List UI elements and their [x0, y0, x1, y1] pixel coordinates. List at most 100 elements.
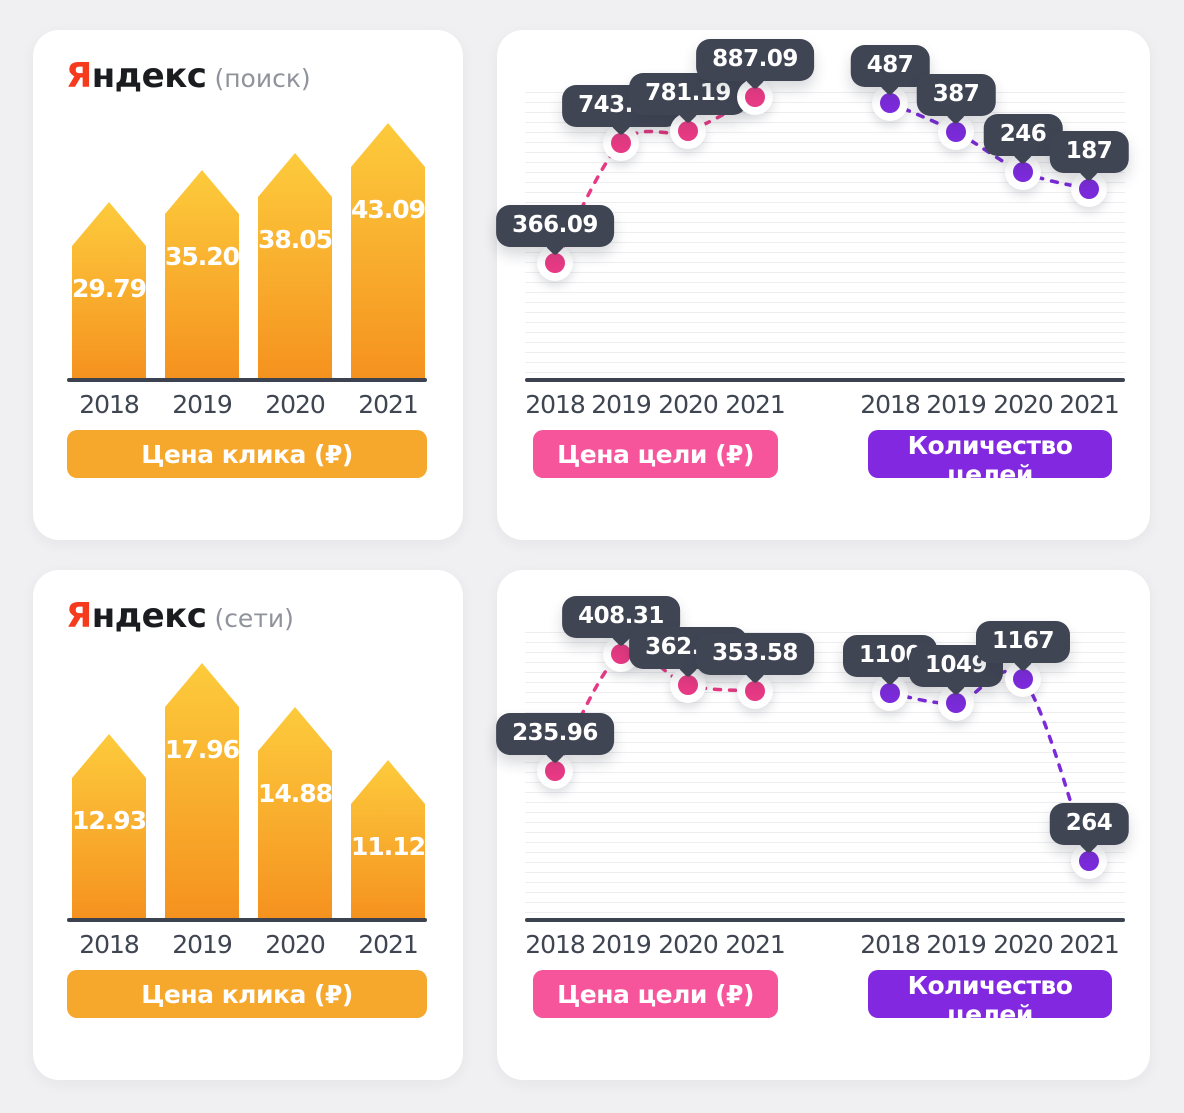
axis-label-year: 2019 [926, 930, 987, 959]
axis-label-year: 2018 [525, 930, 586, 959]
axis-label-year: 2021 [1059, 930, 1120, 959]
value-tooltip: 353.58 [696, 633, 814, 684]
data-point-halo [1005, 661, 1041, 697]
x-axis-labels: 2018 2019 2020 2021 [72, 390, 426, 419]
card-yandex-network-goals: 235.96 408.31 362.32 353.58 1100 1049 1167 264 … [496, 570, 1150, 1080]
value-tooltip: 408.31 [562, 596, 680, 647]
value-tooltip: 887.09 [696, 39, 814, 90]
x-axis-line [525, 378, 1125, 382]
axis-label-year: 2019 [172, 390, 233, 419]
axis-label-year: 2020 [993, 930, 1054, 959]
card-yandex-search-clicks: Яндекс (поиск) 29.79 35.20 38.05 43.09 2018 2… [33, 30, 463, 540]
value-tooltip: 487 [850, 45, 930, 96]
axis-label-year: 2018 [525, 390, 586, 419]
bar-value-label: 12.93 [71, 806, 147, 835]
data-point-halo [938, 114, 974, 150]
bar-value-label: 29.79 [71, 274, 147, 303]
bar-2019: 17.96 [165, 663, 239, 918]
line-chart: 366.09 743.63 781.19 887.09 487 387 246 187 [496, 39, 1129, 378]
bar-chart: 12.93 17.96 14.88 11.12 [72, 656, 426, 918]
axis-label-year: 2018 [79, 390, 140, 419]
yandex-logo-rest: ндекс [91, 596, 207, 636]
axis-label-year: 2019 [172, 930, 233, 959]
bar-value-label: 11.12 [350, 832, 426, 861]
axis-label-year: 2020 [658, 930, 719, 959]
data-point [946, 122, 966, 142]
line-chart-svg [553, 649, 1091, 863]
data-point [745, 681, 765, 701]
axis-label-year: 2020 [265, 390, 326, 419]
line-series-path [888, 669, 1091, 863]
bar-value-label: 35.20 [164, 242, 240, 271]
line-series-path [553, 95, 757, 265]
x-axis-line [525, 918, 1125, 922]
bar-2020: 14.88 [258, 707, 332, 918]
bar-2021: 43.09 [351, 123, 425, 378]
axis-label-year: 2019 [591, 390, 652, 419]
data-point [611, 133, 631, 153]
bar-2018: 12.93 [72, 734, 146, 918]
legend-cost-per-click[interactable]: Цена клика (₽) [67, 970, 427, 1018]
bar-2021: 11.12 [351, 760, 425, 918]
yandex-logo-initial: Я [66, 596, 92, 636]
data-point [678, 675, 698, 695]
x-axis-labels: 2018 2019 2020 2021 2018 2019 2020 2021 [525, 390, 1125, 422]
axis-label-year: 2019 [591, 930, 652, 959]
data-point [745, 87, 765, 107]
card-title: Яндекс (поиск) [66, 56, 311, 96]
legend-goal-count[interactable]: Количество целей [868, 970, 1112, 1029]
value-tooltip: 1167 [975, 621, 1071, 672]
bar-2019: 35.20 [165, 170, 239, 378]
bar-value-label: 14.88 [257, 779, 333, 808]
bar-2018: 29.79 [72, 202, 146, 378]
line-chart: 235.96 408.31 362.32 353.58 1100 1049 1167 264 [496, 596, 1129, 918]
data-point [545, 253, 565, 273]
line-series-path [553, 649, 757, 773]
value-tooltip: 387 [916, 74, 996, 125]
legend-cost-per-goal[interactable]: Цена цели (₽) [533, 970, 778, 1018]
data-point [880, 683, 900, 703]
value-tooltip: 235.96 [496, 713, 614, 764]
value-tooltip: 781.19 [629, 73, 747, 124]
data-point [678, 121, 698, 141]
bar-value-label: 17.96 [164, 735, 240, 764]
axis-label-year: 2020 [265, 930, 326, 959]
data-point [946, 693, 966, 713]
card-scope-label: (поиск) [214, 64, 311, 93]
axis-label-year: 2021 [358, 930, 419, 959]
bar-chart: 29.79 35.20 38.05 43.09 [72, 116, 426, 378]
axis-label-year: 2018 [860, 930, 921, 959]
value-tooltip: 187 [1049, 131, 1129, 182]
x-axis-labels: 2018 2019 2020 2021 [72, 930, 426, 959]
data-point [1013, 669, 1033, 689]
axis-label-year: 2018 [79, 930, 140, 959]
bar-value-label: 38.05 [257, 225, 333, 254]
axis-label-year: 2018 [860, 390, 921, 419]
value-tooltip: 264 [1049, 803, 1129, 854]
axis-label-year: 2020 [658, 390, 719, 419]
data-point [611, 644, 631, 664]
card-yandex-network-clicks: Яндекс (сети) 12.93 17.96 14.88 11.12 2018 20… [33, 570, 463, 1080]
bar-value-label: 43.09 [350, 195, 426, 224]
value-tooltip: 366.09 [496, 205, 614, 256]
data-point [545, 761, 565, 781]
axis-label-year: 2019 [926, 390, 987, 419]
card-scope-label: (сети) [214, 604, 294, 633]
data-point [1079, 179, 1099, 199]
yandex-logo-initial: Я [66, 56, 92, 96]
x-axis-line [67, 378, 427, 382]
axis-label-year: 2021 [1059, 390, 1120, 419]
legend-cost-per-click[interactable]: Цена клика (₽) [67, 430, 427, 478]
axis-label-year: 2021 [725, 390, 786, 419]
x-axis-line [67, 918, 427, 922]
axis-label-year: 2021 [358, 390, 419, 419]
yandex-logo-rest: ндекс [91, 56, 207, 96]
axis-label-year: 2020 [993, 390, 1054, 419]
card-title: Яндекс (сети) [66, 596, 294, 636]
legend-cost-per-goal[interactable]: Цена цели (₽) [533, 430, 778, 478]
legend-goal-count[interactable]: Количество целей [868, 430, 1112, 489]
data-point [1013, 162, 1033, 182]
bar-2020: 38.05 [258, 153, 332, 378]
data-point [880, 93, 900, 113]
